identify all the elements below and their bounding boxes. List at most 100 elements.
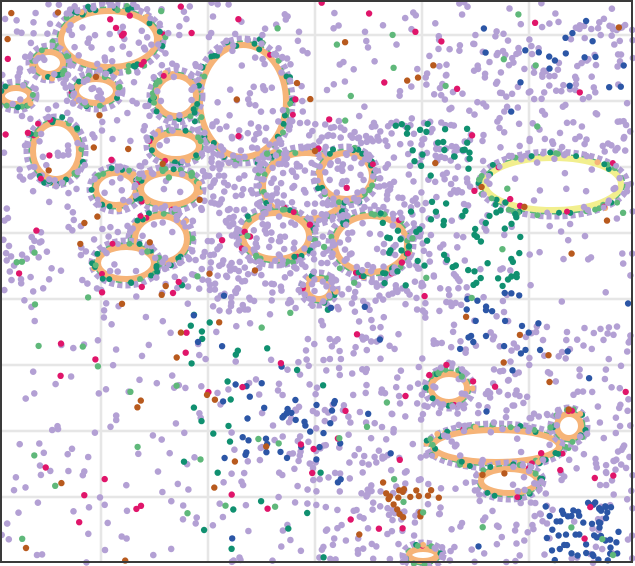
data-point-2055 — [437, 364, 445, 372]
data-point-2882 — [320, 243, 328, 251]
data-point-1823 — [470, 67, 478, 74]
data-point-2653 — [465, 334, 472, 341]
data-point-764 — [564, 236, 572, 244]
data-point-2193 — [124, 222, 131, 230]
data-point-826 — [159, 488, 166, 496]
data-point-1701 — [334, 165, 342, 172]
data-point-909 — [446, 45, 453, 53]
data-point-250 — [159, 165, 166, 172]
data-point-2151 — [570, 391, 577, 399]
data-point-2150 — [487, 329, 495, 336]
data-point-2844 — [203, 391, 211, 399]
data-point-925 — [10, 486, 18, 494]
data-point-1778 — [472, 31, 479, 39]
data-point-2504 — [440, 138, 447, 146]
data-point-1766 — [496, 114, 503, 122]
data-point-2922 — [173, 382, 180, 389]
data-point-1544 — [209, 121, 216, 128]
data-point-1043 — [602, 481, 610, 489]
data-point-2746 — [365, 10, 373, 17]
data-point-182 — [153, 108, 160, 115]
data-point-487 — [600, 204, 607, 211]
data-point-2209 — [70, 216, 78, 224]
data-point-2903 — [31, 249, 38, 256]
data-point-1055 — [174, 284, 181, 292]
data-point-981 — [43, 161, 50, 169]
data-point-1019 — [497, 69, 505, 76]
data-point-1984 — [517, 499, 524, 507]
data-point-1153 — [623, 496, 631, 503]
data-point-970 — [238, 191, 245, 199]
data-point-2454 — [452, 262, 459, 269]
data-point-2124 — [402, 555, 409, 562]
data-point-1898 — [371, 419, 379, 427]
data-point-2294 — [211, 200, 218, 207]
data-point-814 — [337, 355, 345, 363]
data-point-1215 — [172, 205, 179, 213]
data-point-2335 — [219, 146, 227, 154]
data-point-2422 — [69, 100, 77, 107]
data-point-1907 — [354, 550, 362, 557]
data-point-630 — [563, 185, 570, 193]
data-point-2771 — [57, 340, 65, 347]
data-point-808 — [94, 60, 101, 68]
data-point-2541 — [304, 509, 311, 517]
data-point-2739 — [81, 492, 88, 499]
data-point-2467 — [482, 219, 489, 227]
data-point-2189 — [29, 187, 37, 195]
data-point-2561 — [328, 407, 336, 414]
data-point-1872 — [490, 419, 498, 426]
data-point-1718 — [337, 124, 345, 131]
data-point-2505 — [466, 155, 473, 162]
cluster-ring — [554, 411, 584, 441]
data-point-1406 — [453, 232, 461, 239]
data-point-2366 — [134, 69, 141, 76]
data-point-2323 — [136, 162, 143, 170]
data-point-2593 — [604, 509, 611, 516]
data-point-2915 — [271, 503, 279, 510]
data-point-2234 — [141, 159, 149, 166]
data-point-561 — [484, 489, 491, 496]
data-point-1328 — [227, 302, 235, 310]
data-point-2171 — [424, 500, 432, 508]
data-point-1812 — [516, 142, 523, 150]
data-point-2210 — [228, 232, 236, 239]
data-point-1062 — [54, 422, 61, 430]
data-point-597 — [420, 541, 427, 548]
data-point-174 — [196, 82, 202, 89]
data-point-2057 — [285, 418, 293, 426]
data-point-341 — [292, 150, 299, 156]
data-point-2701 — [517, 350, 525, 357]
data-point-343 — [326, 150, 333, 157]
data-point-934 — [209, 13, 217, 20]
data-point-2395 — [279, 200, 286, 207]
data-point-95 — [59, 114, 66, 121]
data-point-396 — [360, 273, 367, 280]
data-point-783 — [371, 58, 378, 65]
data-point-2217 — [136, 170, 143, 178]
data-point-2023 — [602, 468, 610, 476]
data-point-2111 — [543, 410, 551, 418]
data-point-1870 — [480, 550, 488, 557]
data-point-366 — [315, 169, 322, 176]
data-point-2429 — [285, 126, 293, 133]
data-point-2706 — [218, 343, 226, 350]
data-point-1677 — [376, 175, 384, 182]
data-point-520 — [556, 444, 563, 451]
data-point-224 — [130, 171, 137, 178]
data-point-1910 — [462, 479, 470, 487]
data-point-1264 — [225, 308, 233, 315]
data-point-2691 — [244, 415, 251, 422]
data-point-2727 — [399, 525, 406, 532]
data-point-1053 — [159, 317, 167, 325]
data-point-38 — [147, 15, 154, 22]
data-point-2618 — [582, 541, 590, 548]
data-point-755 — [51, 70, 58, 78]
data-point-806 — [361, 28, 369, 36]
data-point-670 — [176, 259, 184, 267]
data-point-720 — [364, 44, 372, 51]
data-point-962 — [351, 308, 359, 316]
data-point-1887 — [610, 331, 617, 339]
data-point-2525 — [417, 162, 425, 169]
data-point-465 — [601, 161, 608, 168]
